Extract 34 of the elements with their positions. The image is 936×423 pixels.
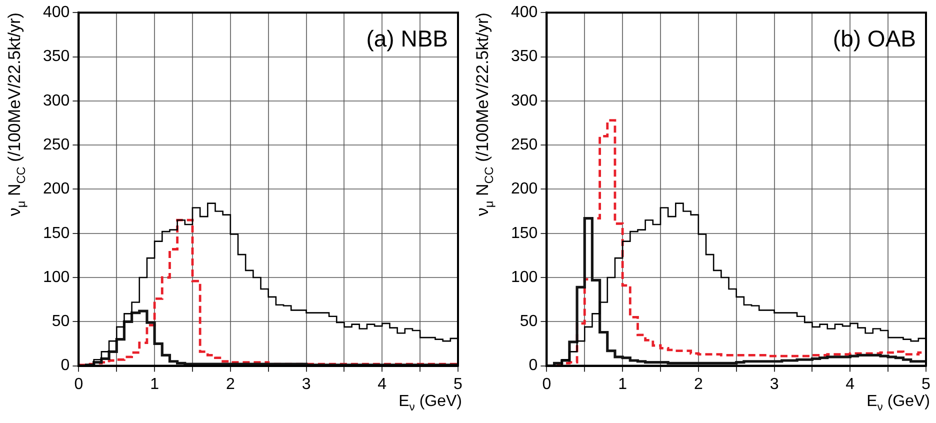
y-tick-label: 350 xyxy=(42,48,70,66)
x-tick-label: 0 xyxy=(542,376,552,393)
y-tick-label: 150 xyxy=(42,224,70,242)
x-tick-label: 2 xyxy=(694,376,703,393)
x-tick-label: 5 xyxy=(922,376,931,393)
y-tick-label: 100 xyxy=(42,268,70,286)
x-tick-label: 1 xyxy=(618,376,628,393)
x-tick-label: 4 xyxy=(378,376,387,393)
x-tick-label: 0 xyxy=(74,376,84,393)
x-tick-label: 3 xyxy=(770,376,779,393)
y-tick-label: 300 xyxy=(42,92,70,110)
y-axis-title: νμ NCC (/100MeV/22.5kt/yr) xyxy=(5,12,28,216)
y-tick-label: 250 xyxy=(42,136,70,154)
y-tick-label: 200 xyxy=(42,180,70,198)
x-tick-label: 2 xyxy=(226,376,235,393)
x-tick-label: 5 xyxy=(454,376,463,393)
y-tick-label: 400 xyxy=(42,4,70,22)
y-tick-label: 50 xyxy=(52,313,70,330)
y-tick-label: 200 xyxy=(510,180,538,198)
y-tick-label: 0 xyxy=(60,357,70,374)
y-tick-label: 150 xyxy=(510,224,538,242)
y-axis-title: νμ NCC (/100MeV/22.5kt/yr) xyxy=(473,12,496,216)
y-tick-label: 300 xyxy=(510,92,538,110)
y-tick-label: 100 xyxy=(510,268,538,286)
y-tick-label: 250 xyxy=(510,136,538,154)
x-tick-label: 4 xyxy=(846,376,855,393)
x-tick-label: 1 xyxy=(150,376,160,393)
y-tick-label: 0 xyxy=(528,357,538,374)
x-tick-label: 3 xyxy=(302,376,311,393)
annotation: (a) NBB xyxy=(366,26,448,52)
y-tick-label: 400 xyxy=(510,4,538,22)
y-tick-label: 50 xyxy=(520,313,538,330)
annotation: (b) OAB xyxy=(832,26,916,52)
y-tick-label: 350 xyxy=(510,48,538,66)
